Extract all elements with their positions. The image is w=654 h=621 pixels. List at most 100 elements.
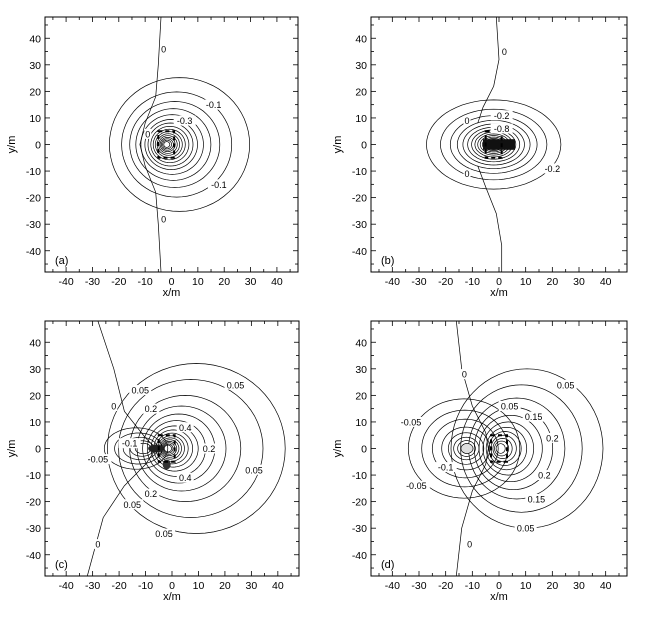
source-box <box>157 434 176 463</box>
y-tick-label: 10 <box>355 113 367 125</box>
x-tick-label: 20 <box>546 276 558 288</box>
y-tick-label: 0 <box>35 444 41 456</box>
contour-label: 0.2 <box>203 444 216 454</box>
contour-label: 0.15 <box>528 494 546 504</box>
contour-lines <box>109 17 250 272</box>
contour-ring <box>147 122 194 167</box>
contour-ring-negative <box>407 398 521 499</box>
contour-label: -0.1 <box>206 100 222 110</box>
contour-ring <box>479 135 508 154</box>
x-tick-label: -20 <box>438 276 453 288</box>
x-tick-label: -30 <box>85 580 100 592</box>
y-axis-label: y/m <box>332 440 344 458</box>
y-tick-label: -40 <box>26 550 41 562</box>
contour-label: -0.8 <box>494 124 510 134</box>
contour-label: 0 <box>462 370 467 380</box>
contour-ring <box>135 108 212 181</box>
x-tick-label: -10 <box>465 276 480 288</box>
y-tick-label: -10 <box>26 166 41 178</box>
y-tick-label: 20 <box>355 86 367 98</box>
x-tick-label: 30 <box>246 580 258 592</box>
contour-label: 0.05 <box>557 380 575 390</box>
contour-ring <box>482 136 506 153</box>
panel-label: (c) <box>55 559 68 571</box>
y-tick-label: -40 <box>352 246 367 258</box>
contour-ring <box>129 101 221 188</box>
x-tick-label: 10 <box>192 276 204 288</box>
contour-ring-negative <box>103 427 169 470</box>
contour-label: 0.05 <box>245 465 263 475</box>
contour-ring-negative <box>421 409 509 488</box>
contour-ring-negative <box>134 442 152 455</box>
x-axis-label: x/m <box>163 287 181 299</box>
contour-ring-negative <box>129 440 155 457</box>
y-tick-label: 0 <box>35 140 41 152</box>
y-tick-label: 40 <box>29 33 41 45</box>
contour-label: 0.05 <box>501 402 519 412</box>
x-tick-label: -20 <box>438 580 453 592</box>
contour-label: -0.05 <box>401 417 422 427</box>
contour-ring <box>109 77 250 212</box>
x-tick-label: 0 <box>496 276 502 288</box>
x-tick-label: -20 <box>111 580 126 592</box>
y-tick-label: 0 <box>361 444 367 456</box>
zero-contour-line <box>455 321 489 576</box>
source-box <box>157 130 176 159</box>
y-tick-label: 20 <box>29 390 41 402</box>
x-tick-label: 40 <box>272 580 284 592</box>
x-axis-label: x/m <box>490 287 508 299</box>
x-tick-label: 0 <box>169 580 175 592</box>
contour-ring <box>426 99 562 190</box>
contour-label: 0 <box>467 540 472 550</box>
x-tick-label: 0 <box>496 580 502 592</box>
x-tick-label: -30 <box>85 276 100 288</box>
contour-ring <box>129 395 242 502</box>
contour-ring <box>152 128 186 161</box>
x-tick-label: 40 <box>600 580 612 592</box>
x-tick-label: 20 <box>218 276 230 288</box>
x-tick-label: 30 <box>573 276 585 288</box>
contour-label: 0 <box>464 169 469 179</box>
y-tick-label: 40 <box>355 337 367 349</box>
y-tick-label: 30 <box>29 60 41 72</box>
contour-label: 0.05 <box>155 529 173 539</box>
contour-ring <box>163 141 171 148</box>
x-tick-label: -30 <box>411 580 426 592</box>
x-tick-label: -20 <box>111 276 126 288</box>
contour-ring-negative <box>431 418 499 479</box>
x-tick-label: 40 <box>271 276 283 288</box>
x-tick-label: 20 <box>219 580 231 592</box>
x-tick-label: 30 <box>245 276 257 288</box>
x-tick-label: 30 <box>573 580 585 592</box>
x-axis-label: x/m <box>163 591 181 603</box>
contour-ring <box>485 426 528 471</box>
y-tick-label: 20 <box>355 390 367 402</box>
contour-ring <box>159 136 176 153</box>
contour-ring <box>142 413 216 484</box>
y-tick-label: 30 <box>355 60 367 72</box>
contour-ring <box>144 119 198 170</box>
panel-label: (a) <box>55 255 68 267</box>
contour-ring <box>449 115 538 174</box>
x-tick-label: 40 <box>600 276 612 288</box>
y-tick-label: 40 <box>29 337 41 349</box>
y-tick-label: -10 <box>26 470 41 482</box>
contour-ring <box>163 444 172 453</box>
contour-label: 0.4 <box>179 423 192 433</box>
contour-label: 0 <box>111 402 116 412</box>
y-tick-label: -30 <box>352 523 367 535</box>
contour-label: 0.15 <box>525 412 543 422</box>
zero-contour-line <box>139 17 162 272</box>
contour-ring <box>450 368 604 529</box>
chart-panel-1: 0 -0.1 -0.3 0 -0.1 0 -40 -30 -20 -10 0 10 20 30 40 40 30… <box>6 16 299 299</box>
y-tick-label: -20 <box>26 193 41 205</box>
y-tick-label: -30 <box>352 219 367 231</box>
contour-ring-negative <box>441 426 491 471</box>
x-tick-label: -10 <box>138 580 153 592</box>
contour-ring <box>107 363 286 534</box>
contour-lines <box>426 17 562 272</box>
contour-label: 0.05 <box>124 500 142 510</box>
y-tick-label: 0 <box>361 140 367 152</box>
contour-ring <box>482 421 535 476</box>
